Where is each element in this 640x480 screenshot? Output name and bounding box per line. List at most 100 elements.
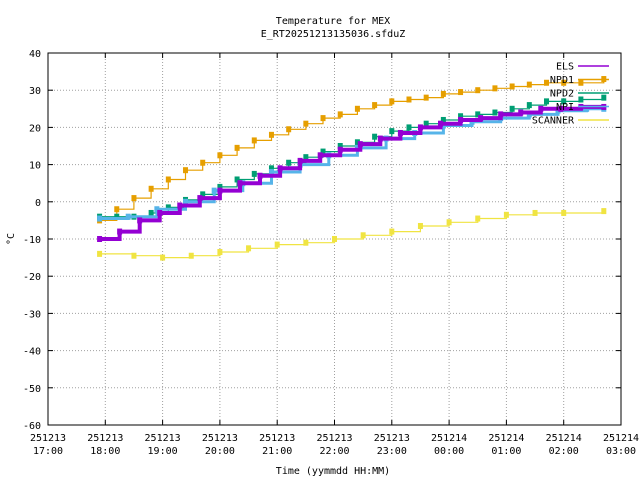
data-point-els bbox=[558, 105, 564, 112]
data-point-npd1 bbox=[131, 195, 137, 202]
x-axis-label: Time (yymmdd HH:MM) bbox=[276, 466, 390, 477]
data-point-scanner bbox=[160, 254, 166, 261]
data-point-els bbox=[397, 129, 403, 136]
data-point-els bbox=[177, 202, 183, 209]
series-line-els bbox=[99, 104, 604, 241]
data-point-npd1 bbox=[148, 185, 154, 192]
data-point-npd2 bbox=[475, 111, 481, 118]
data-point-npd1 bbox=[354, 105, 360, 112]
data-point-scanner bbox=[131, 252, 137, 259]
data-point-npd2 bbox=[165, 204, 171, 211]
x-tick-time-label: 21:00 bbox=[262, 446, 292, 457]
data-point-npd2 bbox=[337, 143, 343, 149]
x-tick-date-label: 251213 bbox=[145, 433, 181, 444]
data-point-npd2 bbox=[423, 120, 429, 127]
data-point-npd2 bbox=[492, 109, 498, 116]
y-tick-label: 40 bbox=[29, 49, 41, 60]
data-point-els bbox=[417, 124, 423, 131]
data-point-npd2 bbox=[509, 105, 515, 112]
x-tick-time-label: 23:00 bbox=[377, 446, 407, 457]
series-scanner bbox=[97, 208, 607, 261]
data-point-npd1 bbox=[286, 126, 292, 133]
series-lines bbox=[97, 76, 607, 261]
x-tick-date-label: 251214 bbox=[488, 433, 524, 444]
data-point-npd1 bbox=[268, 131, 274, 138]
data-point-scanner bbox=[97, 250, 103, 257]
x-tick-date-label: 251214 bbox=[546, 433, 582, 444]
x-tick-time-label: 02:00 bbox=[549, 446, 579, 457]
data-point-scanner bbox=[332, 236, 337, 242]
legend-label-npd1: NPD1 bbox=[550, 75, 574, 86]
y-tick-label: -20 bbox=[23, 272, 41, 283]
series-npi bbox=[97, 105, 607, 222]
y-tick-label: -50 bbox=[23, 384, 41, 395]
x-ticks: 251213 17:00 251213 18:00 251213 19:00 251213 2… bbox=[30, 53, 639, 457]
data-point-els bbox=[518, 109, 524, 116]
data-point-npd1 bbox=[165, 176, 171, 183]
x-tick-time-label: 17:00 bbox=[33, 446, 63, 457]
data-point-els bbox=[257, 172, 263, 179]
data-point-npd1 bbox=[475, 87, 481, 94]
data-point-npd2 bbox=[578, 96, 584, 103]
data-point-scanner bbox=[274, 241, 280, 248]
x-tick-time-label: 18:00 bbox=[90, 446, 120, 457]
data-point-npd1 bbox=[217, 152, 223, 159]
series-line-scanner bbox=[99, 211, 605, 259]
data-point-scanner bbox=[188, 252, 194, 259]
x-tick-date-label: 251214 bbox=[603, 433, 639, 444]
data-point-npi bbox=[183, 198, 189, 205]
data-point-npd2 bbox=[458, 113, 464, 120]
legend-label-npi: NPI bbox=[556, 102, 574, 113]
y-tick-label: -40 bbox=[23, 347, 41, 358]
chart-title: Temperature for MEX bbox=[276, 16, 390, 27]
data-point-npd1 bbox=[114, 206, 120, 213]
data-point-npd1 bbox=[561, 79, 567, 86]
y-axis-label: °C bbox=[6, 233, 17, 245]
data-point-npd1 bbox=[423, 94, 429, 101]
grid bbox=[48, 53, 621, 425]
data-point-npi bbox=[211, 187, 217, 194]
data-point-els bbox=[117, 228, 123, 235]
data-point-els bbox=[197, 195, 203, 202]
legend-label-scanner: SCANNER bbox=[532, 116, 575, 127]
data-point-npd2 bbox=[601, 94, 607, 101]
data-point-npd2 bbox=[200, 191, 206, 198]
data-point-npd2 bbox=[251, 170, 257, 177]
data-point-els bbox=[377, 135, 383, 142]
data-point-els bbox=[277, 165, 283, 172]
data-point-npi bbox=[268, 169, 274, 176]
data-point-els bbox=[237, 180, 243, 187]
y-ticks: -60 -50 -40 -30 -20 -10 0 10 20 30 40 bbox=[23, 49, 621, 432]
data-point-els bbox=[97, 236, 103, 242]
data-point-scanner bbox=[503, 211, 509, 218]
data-point-scanner bbox=[561, 209, 567, 216]
data-point-scanner bbox=[360, 232, 366, 239]
data-point-npd1 bbox=[544, 79, 550, 86]
data-point-scanner bbox=[389, 228, 395, 235]
legend-label-npd2: NPD2 bbox=[550, 89, 574, 100]
data-point-els bbox=[297, 157, 303, 164]
data-point-scanner bbox=[417, 222, 423, 229]
data-point-scanner bbox=[601, 208, 607, 215]
data-point-npd1 bbox=[526, 81, 532, 88]
data-point-npd2 bbox=[234, 176, 240, 183]
data-point-scanner bbox=[446, 219, 452, 226]
y-tick-label: 30 bbox=[29, 86, 41, 97]
data-point-npd2 bbox=[320, 148, 326, 155]
data-point-npd1 bbox=[183, 167, 189, 174]
data-point-npd2 bbox=[286, 159, 292, 166]
y-tick-label: 10 bbox=[29, 161, 41, 172]
data-point-npd1 bbox=[303, 120, 309, 127]
x-tick-date-label: 251213 bbox=[30, 433, 66, 444]
data-point-npd2 bbox=[114, 213, 120, 220]
data-point-els bbox=[217, 187, 223, 194]
data-point-npd2 bbox=[217, 183, 223, 190]
data-point-npd1 bbox=[406, 96, 412, 103]
y-tick-label: -10 bbox=[23, 235, 41, 246]
data-point-els bbox=[478, 115, 484, 122]
chart-subtitle: E_RT20251213135036.sfduZ bbox=[261, 29, 406, 40]
data-point-npd2 bbox=[148, 209, 154, 216]
x-tick-date-label: 251214 bbox=[431, 433, 467, 444]
x-tick-time-label: 03:00 bbox=[606, 446, 636, 457]
data-point-els bbox=[337, 146, 343, 153]
